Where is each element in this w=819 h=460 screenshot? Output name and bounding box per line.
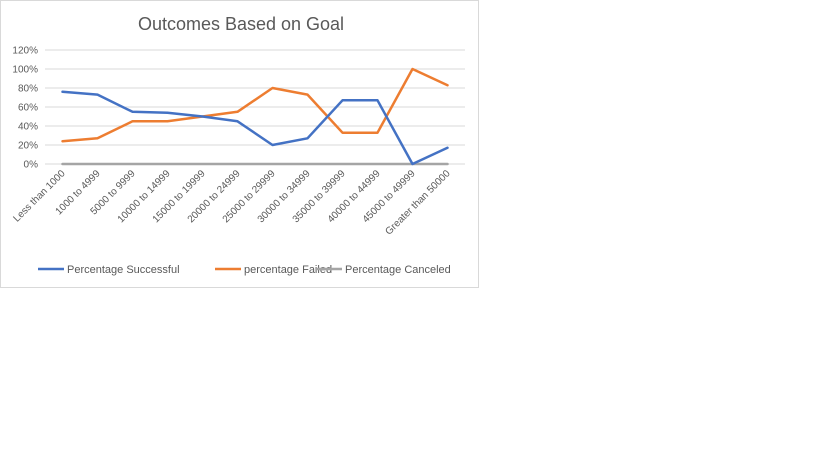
legend-label: percentage Failed	[244, 264, 332, 276]
y-tick-label: 40%	[18, 122, 38, 133]
line-chart: Outcomes Based on Goal 0% 20% 40% 60% 80% 100…	[11, 14, 465, 276]
x-tick-label: Greater than 50000	[384, 168, 453, 237]
y-tick-label: 60%	[18, 103, 38, 114]
legend: Percentage Successful percentage Failed Pe…	[38, 264, 451, 276]
y-tick-label: 20%	[18, 141, 38, 152]
y-tick-label: 80%	[18, 84, 38, 95]
y-tick-label: 120%	[12, 46, 38, 57]
chart-frame: Outcomes Based on Goal 0% 20% 40% 60% 80% 100…	[0, 0, 479, 288]
y-tick-label: 100%	[12, 65, 38, 76]
legend-label: Percentage Successful	[67, 264, 180, 276]
gridlines	[45, 49, 465, 165]
chart-title: Outcomes Based on Goal	[138, 14, 344, 34]
series-line-0	[61, 90, 449, 166]
series-line-1	[61, 67, 449, 143]
legend-label: Percentage Canceled	[345, 264, 451, 276]
y-axis-ticks: 0% 20% 40% 60% 80% 100% 120%	[12, 46, 38, 171]
series-lines	[61, 67, 449, 166]
y-tick-label: 0%	[24, 160, 39, 171]
